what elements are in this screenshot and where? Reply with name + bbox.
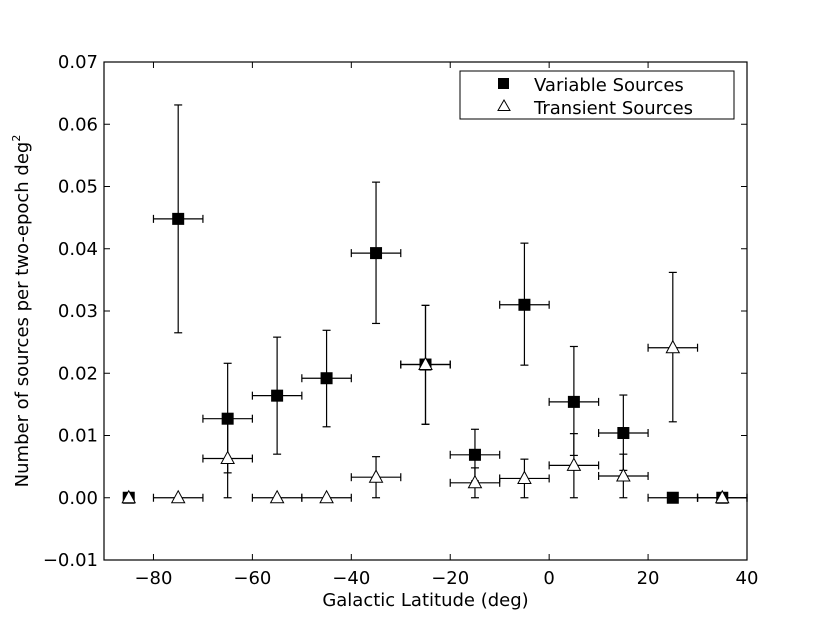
- transient-source-point: [269, 489, 285, 504]
- y-tick-label: 0.04: [58, 239, 98, 260]
- x-tick-label: −20: [431, 568, 469, 589]
- variable-source-point: [468, 448, 481, 461]
- y-tick-label: 0.02: [58, 363, 98, 384]
- transient-source-point: [170, 489, 186, 504]
- transient-source-point: [566, 457, 582, 471]
- transient-sources-series: [152, 271, 748, 502]
- y-axis-label-superscript: 2: [10, 135, 23, 142]
- legend-variable-marker: [498, 78, 509, 89]
- x-tick-label: −80: [134, 568, 172, 589]
- variable-sources-markers: [122, 212, 729, 504]
- x-tick-label: 40: [736, 568, 759, 589]
- variable-source-point: [567, 395, 580, 408]
- y-axis-label-text: Number of sources per two-epoch deg: [12, 142, 33, 488]
- y-axis-label: Number of sources per two-epoch deg2: [10, 135, 33, 488]
- x-tick-label: 20: [637, 568, 660, 589]
- transient-source-point: [319, 489, 334, 504]
- legend-variable-label: Variable Sources: [534, 75, 684, 96]
- transient-source-point: [418, 356, 433, 371]
- variable-source-point: [221, 412, 234, 425]
- ticks-layer: −80 −60 −40 −20 0 20 40 −0.01 0.00 0.01 0.02 0.03 0.…: [43, 52, 759, 589]
- variable-source-point: [617, 427, 630, 440]
- variable-source-point: [666, 491, 679, 504]
- variable-source-point: [320, 372, 333, 385]
- y-tick-label: 0.06: [58, 114, 98, 135]
- legend-transient-label: Transient Sources: [533, 98, 693, 119]
- transient-source-point: [665, 339, 681, 354]
- legend-transient-marker: [497, 98, 511, 111]
- y-tick-label: 0.01: [58, 426, 98, 447]
- y-tick-label: 0.03: [58, 301, 98, 322]
- variable-source-point: [518, 298, 531, 311]
- legend: Variable Sources Transient Sources: [459, 70, 735, 120]
- variable-source-point: [172, 212, 185, 225]
- transient-sources-markers: [121, 339, 730, 504]
- transient-source-point: [467, 474, 483, 489]
- series-layer: [121, 104, 748, 504]
- x-tick-label: −60: [233, 568, 271, 589]
- y-tick-label: 0.00: [58, 488, 98, 509]
- variable-source-point: [370, 247, 383, 260]
- transient-source-point: [616, 467, 631, 482]
- x-axis-label: Galactic Latitude (deg): [322, 590, 528, 611]
- y-tick-label: −0.01: [43, 550, 98, 571]
- transient-source-point: [368, 469, 384, 483]
- y-tick-label: 0.07: [58, 52, 98, 73]
- x-tick-label: −40: [332, 568, 370, 589]
- x-tick-label: 0: [543, 568, 554, 589]
- transient-source-point: [220, 450, 235, 465]
- y-tick-label: 0.05: [58, 177, 98, 198]
- transient-source-point: [517, 470, 532, 484]
- transient-source-point: [714, 489, 730, 504]
- transient-source-point: [121, 489, 137, 504]
- variable-source-point: [271, 389, 284, 402]
- variable-sources-series: [152, 104, 748, 502]
